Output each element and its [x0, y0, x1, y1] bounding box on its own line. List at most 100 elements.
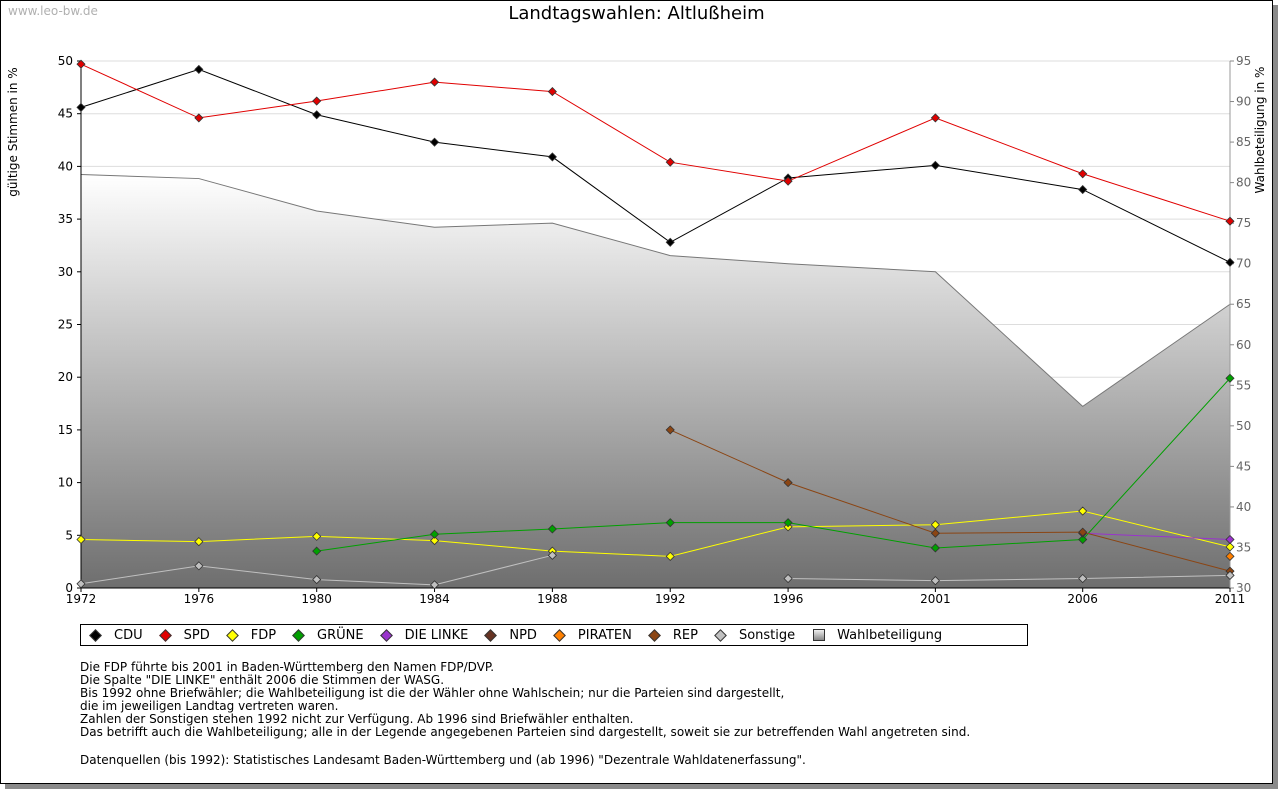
x-tick-label: 1972 [66, 592, 97, 606]
legend-marker [158, 628, 172, 642]
data-point [1078, 573, 1088, 584]
data-point [547, 524, 557, 534]
series-line [1082, 532, 1231, 541]
axes: 0 5 10 15 20 25 30 35 40 45 50 30 35 40 45 50 55 60 65 70 75… [58, 54, 1252, 606]
legend-item: GRÜNE [292, 628, 364, 643]
legend-marker [292, 628, 305, 642]
series-piraten [1225, 551, 1235, 561]
data-point [547, 152, 557, 162]
data-point [312, 546, 322, 556]
data-point [76, 579, 86, 589]
note-line: Bis 1992 ohne Briefwähler; die Wahlbetei… [80, 686, 785, 700]
y-tick-label: 35 [58, 212, 73, 226]
note-line: Das betrifft auch die Wahlbeteiligung; a… [80, 725, 971, 739]
y-tick-label: 0 [65, 581, 73, 595]
legend-label: Sonstige [738, 627, 796, 643]
series-spd [76, 59, 1235, 226]
legend-item: NPD [484, 627, 537, 643]
data-point [930, 160, 940, 170]
data-point [312, 96, 322, 106]
series-line [80, 68, 1231, 263]
legend-item: FDP [225, 628, 276, 643]
data-point [665, 518, 675, 528]
data-point [312, 531, 322, 541]
data-point [76, 102, 86, 112]
legend-item: REP [648, 627, 698, 643]
note-line: Die Spalte "DIE LINKE" enthält 2006 die … [80, 673, 445, 687]
data-point [930, 113, 940, 123]
y-right-tick-label: 35 [1236, 540, 1251, 554]
data-point [1225, 542, 1235, 552]
data-point [930, 576, 940, 586]
data-point [783, 176, 793, 186]
legend-marker [484, 628, 498, 642]
notes: Die FDP führte bis 2001 in Baden-Württem… [80, 661, 970, 739]
y-right-tick-label: 60 [1236, 338, 1251, 352]
data-point [547, 87, 557, 97]
data-point [783, 478, 793, 488]
legend-label: REP [672, 627, 698, 643]
data-point [1225, 373, 1235, 383]
data-point [1225, 570, 1235, 580]
data-point [665, 237, 675, 247]
series-gr-ne [312, 373, 1235, 556]
data-point [783, 518, 793, 528]
data-point [1225, 534, 1235, 545]
watermark: www.leo-bw.de [8, 4, 98, 18]
legend-item: PIRATEN [553, 628, 632, 643]
data-point [76, 534, 86, 545]
legend-marker [379, 628, 393, 642]
y-right-tick-label: 95 [1236, 54, 1251, 68]
data-point [1078, 506, 1088, 516]
x-tick-label: 1976 [184, 592, 215, 606]
data-point [194, 64, 204, 74]
data-point [930, 543, 940, 553]
turnout-area [80, 174, 1231, 588]
legend-label: CDU [114, 627, 143, 643]
legend-item: Wahlbeteiligung [813, 628, 942, 643]
data-point [1078, 169, 1088, 179]
y-right-tick-label: 80 [1236, 176, 1251, 190]
legend-marker [648, 628, 661, 642]
x-tick-label: 1988 [537, 592, 568, 606]
chart-svg: 0 5 10 15 20 25 30 35 40 45 50 30 35 40 45 50 55 60 65 70 75… [6, 54, 1267, 606]
legend-label: Wahlbeteiligung [837, 627, 943, 643]
data-point [312, 575, 322, 585]
series [76, 59, 1235, 590]
series-line [316, 377, 1231, 552]
data-point [429, 580, 440, 590]
y-right-tick-label: 40 [1236, 500, 1251, 514]
series-sonstige [76, 550, 1235, 590]
series-line [80, 510, 1231, 557]
legend-item: CDU [89, 627, 143, 643]
x-tick-label: 2011 [1215, 592, 1246, 606]
data-point [194, 113, 204, 123]
y-tick-label: 45 [58, 107, 73, 121]
y-right-tick-label: 90 [1236, 95, 1251, 109]
y-tick-label: 40 [58, 159, 73, 173]
turnout-area-fill [81, 174, 1230, 588]
series-rep [665, 425, 1235, 576]
turnout-line [80, 174, 1231, 408]
y-right-tick-label: 50 [1236, 419, 1251, 433]
x-tick-label: 2001 [920, 592, 951, 606]
y-right-tick-label: 30 [1236, 581, 1251, 595]
x-tick-label: 1984 [419, 592, 450, 606]
chart-title: Landtagswahlen: Altlußheim [508, 3, 765, 24]
legend-label: SPD [183, 627, 210, 643]
x-tick-label: 1980 [301, 592, 332, 606]
data-point [1078, 534, 1088, 545]
legend-label: NPD [509, 627, 537, 643]
data-point [783, 573, 793, 584]
data-point [1225, 216, 1235, 226]
y-axis-right-label: Wahlbeteiligung in % [1253, 67, 1267, 194]
y-axis-label: gültige Stimmen in % [6, 67, 20, 196]
x-tick-label: 1992 [655, 592, 686, 606]
legend-label: DIE LINKE [404, 627, 469, 643]
y-tick-label: 10 [58, 476, 73, 490]
data-point [1078, 527, 1088, 537]
y-right-tick-label: 75 [1236, 216, 1251, 230]
data-point [194, 537, 204, 547]
data-point [429, 536, 440, 546]
data-point [930, 528, 940, 538]
